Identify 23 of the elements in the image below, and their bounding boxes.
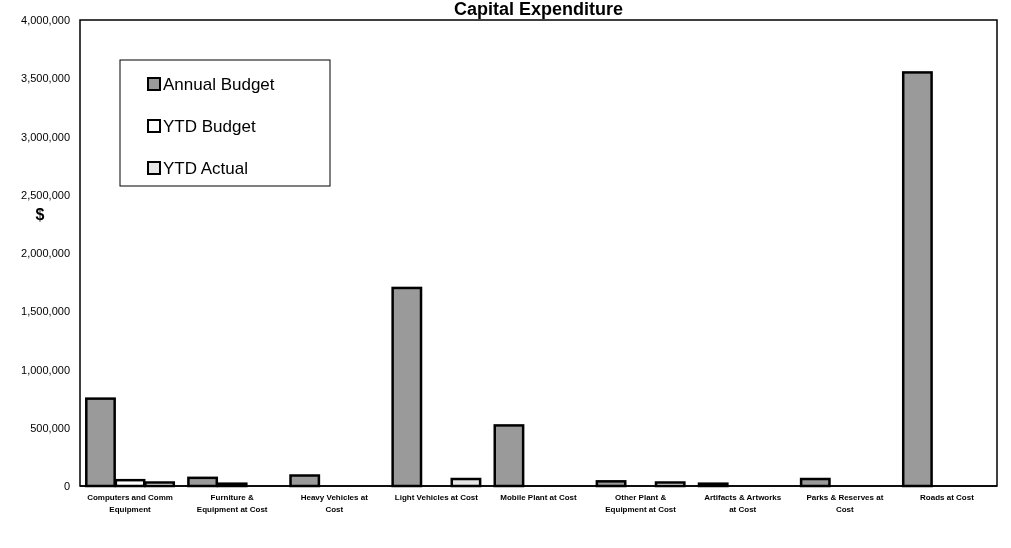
- y-tick-label: 4,000,000: [21, 14, 70, 27]
- chart-title: Capital Expenditure: [453, 0, 624, 19]
- y-tick-label: 500,000: [30, 421, 70, 434]
- legend-label: Annual Budget: [163, 75, 275, 94]
- x-tick-label: Parks & Reserves at Cost: [806, 492, 884, 515]
- y-tick-label: 3,500,000: [21, 72, 70, 85]
- legend-label: YTD Actual: [163, 159, 249, 178]
- legend-label: YTD Budget: [163, 117, 256, 136]
- x-tick-label: Heavy Vehicles at Cost: [300, 492, 369, 515]
- x-tick-label: Roads at Cost: [920, 492, 975, 502]
- y-tick-label: 1,000,000: [21, 363, 70, 376]
- x-tick-label: Light Vehicles at Cost: [394, 492, 479, 502]
- y-tick-label: 2,000,000: [21, 247, 70, 260]
- y-tick-label: 0: [63, 480, 70, 493]
- y-tick-label: 1,500,000: [21, 305, 70, 318]
- y-tick-label: 3,000,000: [21, 130, 70, 143]
- x-tick-label: Artifacts & Artworks at Cost: [704, 492, 782, 515]
- x-tick-label: Mobile Plant at Cost: [500, 492, 578, 502]
- x-tick-label: Furniture & Equipment at Cost: [196, 492, 268, 515]
- y-axis-title: $: [35, 206, 45, 224]
- y-tick-label: 2,500,000: [21, 188, 70, 201]
- x-tick-label: Computers and Comm Equipment: [87, 492, 173, 515]
- x-tick-label: Other Plant & Equipment at Cost: [605, 492, 677, 515]
